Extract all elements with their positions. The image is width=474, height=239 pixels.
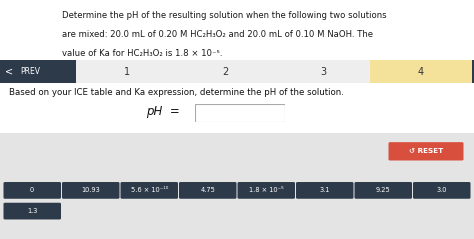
Text: 9.25: 9.25 [376,187,391,193]
FancyBboxPatch shape [120,182,178,199]
FancyBboxPatch shape [413,182,471,199]
FancyBboxPatch shape [355,182,412,199]
Text: 1: 1 [124,66,130,76]
Text: 3: 3 [320,66,326,76]
Text: 2: 2 [222,66,228,76]
Text: 1.3: 1.3 [27,208,37,214]
FancyBboxPatch shape [3,182,61,199]
FancyBboxPatch shape [0,58,474,85]
Text: 5.6 × 10⁻¹⁰: 5.6 × 10⁻¹⁰ [130,187,168,193]
Text: 4: 4 [418,66,424,76]
Text: 10.93: 10.93 [82,187,100,193]
Text: 3.1: 3.1 [319,187,330,193]
FancyBboxPatch shape [76,59,472,84]
FancyBboxPatch shape [179,182,237,199]
Text: 3.0: 3.0 [437,187,447,193]
Text: value of Ka for HC₂H₃O₂ is 1.8 × 10⁻⁵.: value of Ka for HC₂H₃O₂ is 1.8 × 10⁻⁵. [62,49,222,58]
Text: ↺ RESET: ↺ RESET [409,148,443,154]
FancyBboxPatch shape [389,142,464,161]
FancyBboxPatch shape [195,104,285,122]
Text: 4.75: 4.75 [201,187,215,193]
FancyBboxPatch shape [296,182,354,199]
Text: 1.8 × 10⁻⁵: 1.8 × 10⁻⁵ [249,187,283,193]
FancyBboxPatch shape [237,182,295,199]
Text: Based on your ICE table and Ka expression, determine the pH of the solution.: Based on your ICE table and Ka expressio… [9,88,344,97]
Text: Determine the pH of the resulting solution when the following two solutions: Determine the pH of the resulting soluti… [62,11,386,20]
FancyBboxPatch shape [62,182,119,199]
Text: pH  =: pH = [146,105,180,118]
Text: are mixed: 20.0 mL of 0.20 M HC₂H₃O₂ and 20.0 mL of 0.10 M NaOH. The: are mixed: 20.0 mL of 0.20 M HC₂H₃O₂ and… [62,30,373,39]
FancyBboxPatch shape [370,59,472,84]
FancyBboxPatch shape [3,203,61,219]
Text: PREV: PREV [20,67,40,76]
Text: 0: 0 [30,187,35,193]
Text: <: < [5,66,13,76]
FancyBboxPatch shape [0,133,474,239]
